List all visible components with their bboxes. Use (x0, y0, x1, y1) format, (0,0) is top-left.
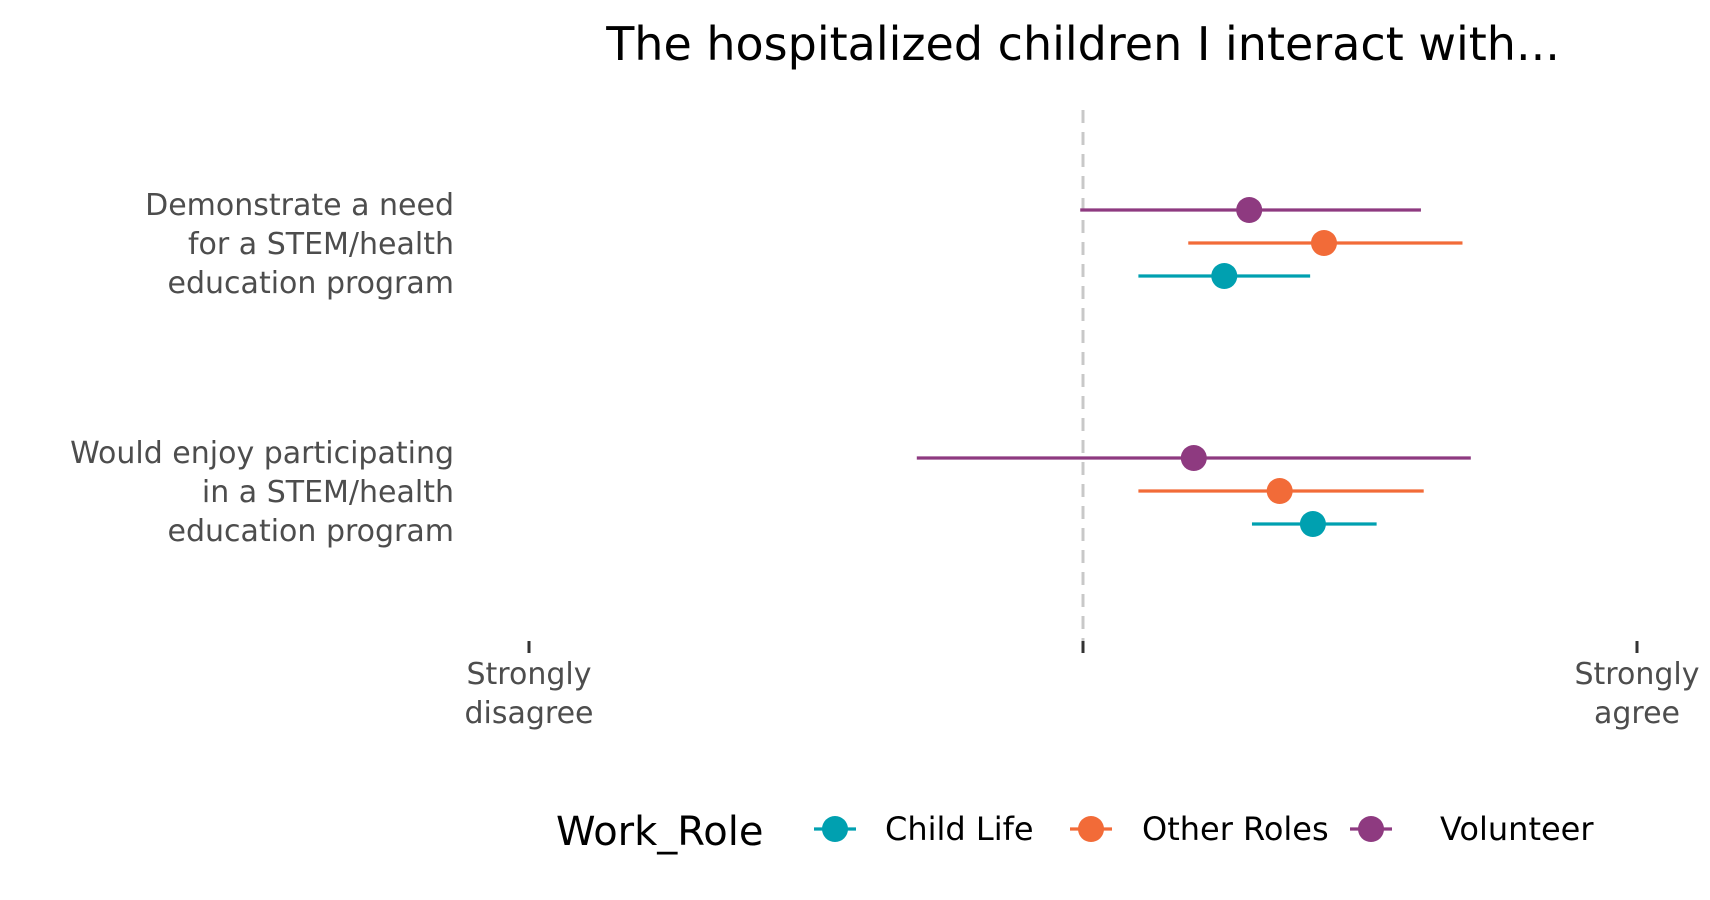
x-tick-label: Strongly agree (1575, 657, 1700, 731)
data-point (1299, 511, 1326, 537)
data-point (1266, 478, 1293, 504)
y-tick-label: Would enjoy participating in a STEM/healt… (70, 436, 454, 549)
x-tick-label-line: Strongly (1575, 657, 1700, 692)
x-tick-label-line: Strongly (467, 657, 592, 692)
y-tick-label-line: education program (168, 514, 454, 549)
data-point (1236, 197, 1263, 223)
y-tick-label-line: education program (168, 266, 454, 301)
data-point (1211, 263, 1238, 289)
x-tick-label-line: disagree (464, 696, 593, 731)
data-point (1180, 445, 1207, 471)
plot-area: Demonstrate a need for a STEM/health educa… (70, 110, 1699, 731)
chart-title: The hospitalized children I interact wit… (605, 17, 1560, 71)
legend-label: Other Roles (1142, 810, 1329, 848)
y-tick-label-line: for a STEM/health (188, 227, 454, 262)
data-point (1310, 230, 1337, 256)
y-tick-label: Demonstrate a need for a STEM/health educa… (145, 188, 454, 301)
legend-title: Work_Role (556, 809, 763, 855)
y-tick-label-line: Would enjoy participating (70, 436, 454, 471)
legend: Work_Role Child Life Other Roles Volunteer (556, 809, 1594, 855)
legend-key-point (822, 816, 848, 842)
legend-label: Child Life (885, 810, 1034, 848)
x-tick-label: Strongly disagree (464, 657, 593, 731)
legend-key-point (1078, 816, 1104, 842)
legend-key-point (1358, 816, 1384, 842)
legend-label: Volunteer (1440, 810, 1594, 848)
y-tick-label-line: Demonstrate a need (145, 188, 454, 223)
y-tick-label-line: in a STEM/health (202, 475, 454, 510)
x-tick-label-line: agree (1594, 696, 1680, 731)
